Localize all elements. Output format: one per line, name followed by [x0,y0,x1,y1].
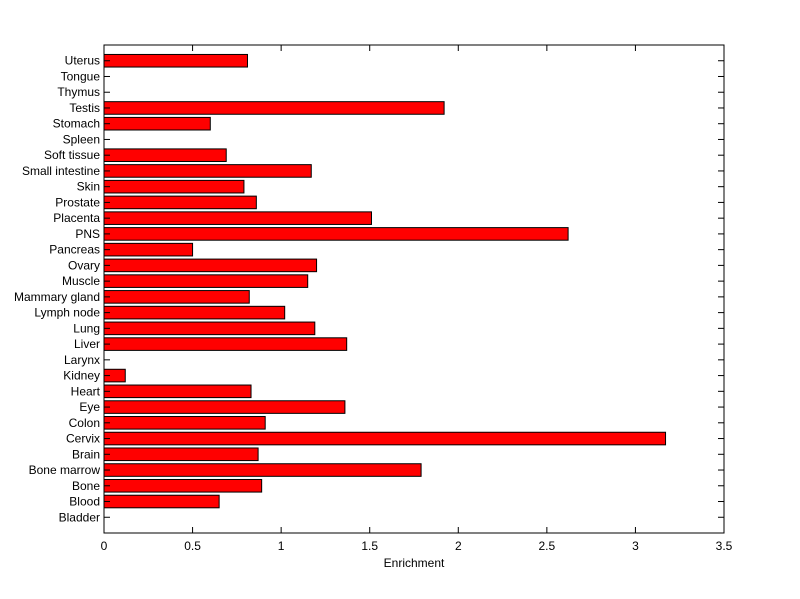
bar-heart [103,384,252,399]
y-tick-label: Kidney [63,369,100,383]
x-tick-label: 1.5 [361,539,378,553]
y-tick-label: Stomach [53,117,100,131]
bar-lung [103,321,316,336]
plot-frame [103,44,725,534]
x-axis-title: Enrichment [384,556,445,570]
y-tick-label: Prostate [55,195,100,209]
bar-cervix [103,431,667,446]
x-tick-label: 0.5 [184,539,201,553]
x-tick-label: 2.5 [539,539,556,553]
bar-mammary-gland [103,290,250,304]
bar-bone-marrow [103,463,422,477]
axis-ticks [103,45,725,533]
y-tick-label: Brain [72,447,100,461]
x-tick-label: 3.5 [716,539,733,553]
y-tick-label: Thymus [57,85,100,99]
x-tick-label: 2 [455,539,462,553]
y-tick-label: Lymph node [34,306,100,320]
bar-pns [103,227,569,241]
y-tick-label: Spleen [63,132,100,146]
bar-eye [103,400,346,414]
x-tick-label: 3 [632,539,639,553]
y-tick-label: Muscle [62,274,100,288]
bar-muscle [103,274,309,288]
y-tick-label: Skin [77,180,100,194]
bar-soft-tissue [103,148,227,162]
y-tick-label: Cervix [66,432,100,446]
y-tick-label: Liver [74,337,100,351]
y-tick-label: Soft tissue [44,148,100,162]
y-tick-label: Bone marrow [29,463,101,477]
y-tick-label: Eye [79,400,100,414]
bar-prostate [103,195,257,210]
y-tick-label: PNS [75,227,100,241]
y-tick-label: Colon [69,416,100,430]
y-tick-label: Mammary gland [14,290,100,304]
y-tick-label: Ovary [68,258,100,272]
x-tick-label: 1 [278,539,285,553]
bar-placenta [103,211,372,225]
bar-liver [103,337,348,351]
y-tick-label: Tongue [61,69,101,83]
bar-lymph-node [103,305,286,320]
y-tick-label: Blood [69,495,100,509]
x-tick-label: 0 [101,539,108,553]
bar-blood [103,494,220,509]
y-tick-label: Placenta [53,211,100,225]
bar-skin [103,179,245,194]
bar-small-intestine [103,164,312,178]
bar-stomach [103,116,211,131]
bar-uterus [103,53,248,68]
bar-testis [103,101,445,115]
bar-ovary [103,258,318,273]
y-tick-label: Larynx [64,353,100,367]
bar-colon [103,416,266,430]
y-tick-label: Pancreas [49,243,100,257]
bar-bone [103,478,263,493]
bar-brain [103,447,259,462]
y-tick-label: Bone [72,479,100,493]
y-tick-label: Testis [69,101,100,115]
y-tick-label: Bladder [59,510,100,524]
y-tick-label: Small intestine [22,164,100,178]
y-tick-label: Uterus [65,54,100,68]
y-tick-label: Lung [73,321,100,335]
y-tick-label: Heart [71,384,101,398]
bar-pancreas [103,242,194,257]
